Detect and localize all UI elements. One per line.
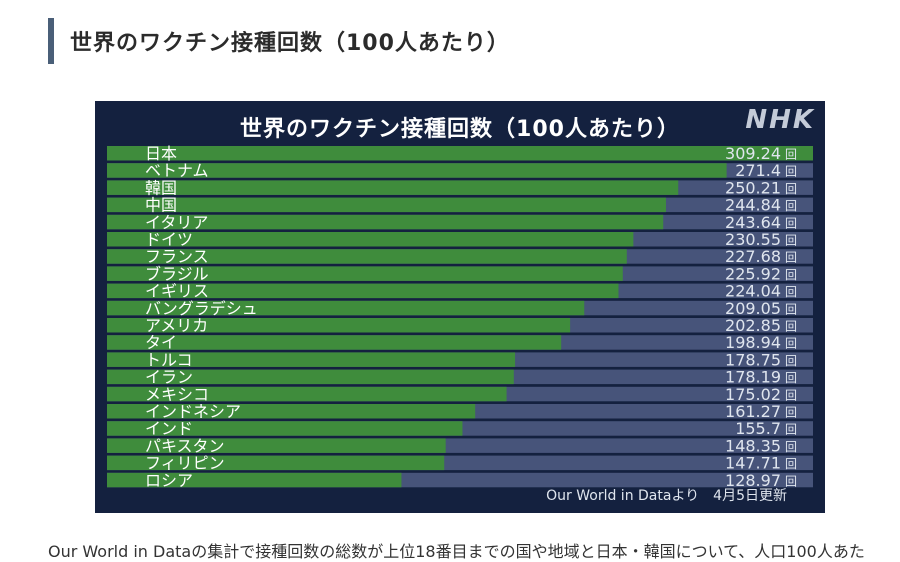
category-label: インド [145,419,193,438]
value-label: 128.97 [725,471,781,490]
bar [107,197,666,213]
value-label: 230.55 [725,230,781,249]
value-label: 175.02 [725,385,781,404]
bar [107,335,562,350]
value-label: 244.84 [725,196,781,215]
update-date: 4月5日更新 [713,488,787,504]
category-label: フランス [145,247,209,266]
category-label: ベトナム [145,161,209,180]
unit-label: 回 [785,148,797,162]
bar [107,438,446,453]
value-label: 225.92 [725,264,781,283]
category-label: パキスタン [145,436,225,455]
unit-label: 回 [785,388,797,402]
category-label: フィリピン [145,454,225,473]
category-label: イラン [145,368,193,387]
unit-label: 回 [785,440,797,454]
category-label: ドイツ [145,230,193,249]
bar [107,283,619,299]
unit-label: 回 [785,268,797,282]
unit-label: 回 [785,354,797,368]
chart-title: 世界のワクチン接種回数（100人あたり） [240,117,680,142]
value-label: 155.7 [735,419,781,438]
bar [107,266,623,281]
unit-label: 回 [785,457,797,471]
section-heading: 世界のワクチン接種回数（100人あたり） [48,18,510,64]
bar [107,369,514,385]
unit-label: 回 [785,371,797,385]
value-label: 309.24 [725,144,781,163]
category-label: ロシア [145,471,193,490]
unit-label: 回 [785,474,797,488]
bar [107,352,516,367]
unit-label: 回 [785,406,797,420]
value-label: 161.27 [725,402,781,421]
unit-label: 回 [785,251,797,265]
value-label: 178.75 [725,350,781,369]
bar [107,455,445,471]
bar [107,300,585,316]
bar [107,386,507,402]
value-label: 147.71 [725,454,781,473]
value-label: 243.64 [725,213,781,232]
category-label: ブラジル [145,264,209,283]
value-label: 198.94 [725,333,781,352]
category-label: アメリカ [145,316,208,335]
category-label: バングラデシュ [145,299,258,318]
bar [107,472,402,488]
bar [107,163,727,178]
unit-label: 回 [785,182,797,196]
chart-image: 日本 309.24 回ベトナム 271.4 回韓国 250.21 回中国 244.84 回イタリ… [95,101,825,513]
category-label: 日本 [145,144,177,163]
bar [107,232,634,247]
value-label: 202.85 [725,316,781,335]
bar [107,249,627,264]
heading-accent-bar [48,18,54,64]
category-label: イタリア [145,213,208,232]
unit-label: 回 [785,423,797,437]
category-label: メキシコ [145,385,209,404]
category-label: 中国 [145,196,177,215]
bar [107,214,664,230]
value-label: 227.68 [725,247,781,266]
bar [107,318,571,333]
value-label: 224.04 [725,282,781,301]
category-label: トルコ [145,350,193,369]
caption-text: Our World in Dataの集計で接種回数の総数が上位18番目までの国や… [48,542,865,561]
unit-label: 回 [785,199,797,213]
bar [107,146,813,161]
unit-label: 回 [785,337,797,351]
page-title: 世界のワクチン接種回数（100人あたり） [70,31,510,56]
value-label: 178.19 [725,368,781,387]
bar [107,404,476,419]
unit-label: 回 [785,216,797,230]
bar [107,180,679,195]
chart-source: Our World in Dataより 4月5日更新 [532,485,787,505]
value-label: 209.05 [725,299,781,318]
unit-label: 回 [785,165,797,179]
value-label: 271.4 [735,161,781,180]
unit-label: 回 [785,234,797,248]
category-label: イギリス [145,282,209,301]
category-label: インドネシア [145,402,241,421]
unit-label: 回 [785,302,797,316]
source-label: Our World in Dataより [546,488,700,504]
category-label: 韓国 [145,178,177,197]
nhk-logo: NHK [745,105,815,135]
bar [107,421,463,436]
unit-label: 回 [785,320,797,334]
unit-label: 回 [785,285,797,299]
category-label: タイ [145,333,177,352]
value-label: 148.35 [725,436,781,455]
value-label: 250.21 [725,178,781,197]
